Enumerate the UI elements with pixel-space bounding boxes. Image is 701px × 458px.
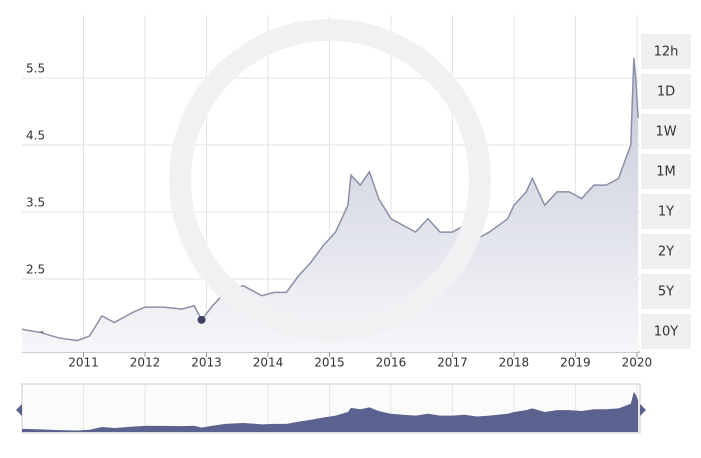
range-button-bg[interactable]	[641, 274, 691, 309]
range-button[interactable]: 12h	[641, 34, 691, 69]
range-button[interactable]: 5Y	[641, 274, 691, 309]
y-tick-label: 2.5	[26, 262, 45, 276]
range-button-label[interactable]: 1D	[657, 85, 675, 100]
watermark	[169, 19, 491, 341]
range-button-label[interactable]: 5Y	[658, 285, 674, 300]
range-button-label[interactable]: 2Y	[658, 245, 674, 260]
x-tick-label: 2016	[376, 356, 407, 370]
range-button-bg[interactable]	[641, 194, 691, 229]
navigator-area	[22, 391, 639, 432]
range-button[interactable]: 1Y	[641, 194, 691, 229]
plot-area: 1.52.53.54.55.52011201220132014201520162…	[21, 15, 653, 370]
range-button-label[interactable]: 1W	[655, 125, 676, 140]
line	[21, 57, 639, 342]
range-button-label[interactable]: 1Y	[658, 205, 674, 220]
y-tick-label: 4.5	[26, 128, 45, 142]
x-tick-label: 2012	[130, 356, 161, 370]
y-tick-label: 5.5	[26, 61, 45, 75]
x-tick-label: 2011	[68, 356, 99, 370]
navigator-handle-left[interactable]	[16, 404, 22, 416]
area	[22, 57, 639, 353]
range-button-label[interactable]: 12h	[654, 45, 679, 60]
x-tick-label: 2015	[314, 356, 345, 370]
range-button-bg[interactable]	[641, 154, 691, 189]
x-tick-label: 2019	[560, 356, 591, 370]
navigator	[16, 383, 646, 434]
range-button-bg[interactable]	[641, 74, 691, 109]
highlight-point	[197, 315, 206, 324]
range-button-bg[interactable]	[641, 234, 691, 269]
range-button-bg[interactable]	[641, 114, 691, 149]
range-button-label[interactable]: 10Y	[654, 325, 679, 340]
range-button[interactable]: 1W	[641, 114, 691, 149]
x-tick-label: 2014	[253, 356, 284, 370]
range-button[interactable]: 2Y	[641, 234, 691, 269]
x-tick-label: 2013	[191, 356, 222, 370]
range-button[interactable]: 1D	[641, 74, 691, 109]
x-tick-label: 2017	[437, 356, 468, 370]
navigator-handle-right[interactable]	[640, 404, 646, 416]
x-tick-label: 2018	[499, 356, 530, 370]
range-button[interactable]: 1M	[641, 154, 691, 189]
range-button-bg[interactable]	[641, 34, 691, 69]
y-tick-label: 3.5	[26, 195, 45, 209]
x-tick-label: 2020	[622, 356, 653, 370]
range-button-label[interactable]: 1M	[656, 165, 676, 180]
range-button[interactable]: 10Y	[641, 314, 691, 349]
range-button-bg[interactable]	[641, 314, 691, 349]
